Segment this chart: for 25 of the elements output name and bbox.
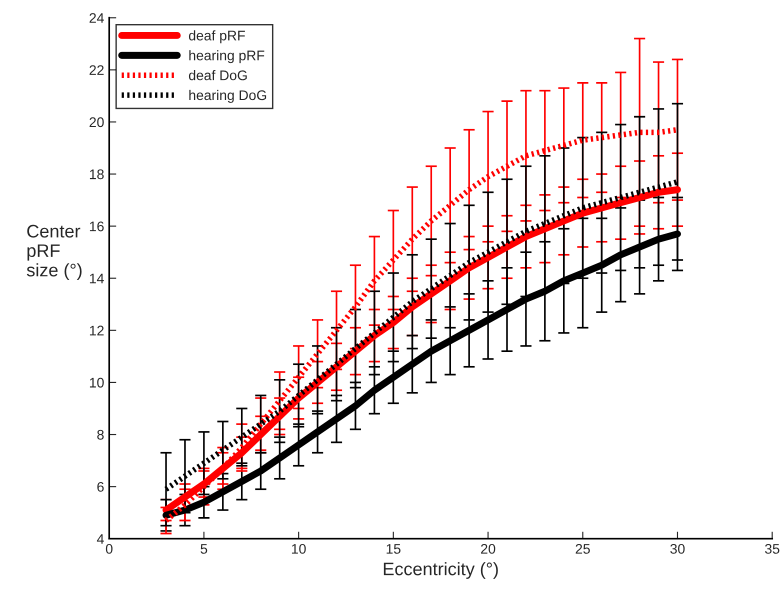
x-tick-label: 10 (292, 544, 306, 554)
x-tick-label: 15 (386, 544, 400, 554)
x-tick-label: 25 (576, 544, 590, 554)
x-tick-label: 30 (670, 544, 685, 554)
x-tick-label: 35 (765, 544, 780, 554)
y-tick-label: 10 (90, 378, 104, 388)
x-tick-label: 0 (106, 544, 113, 554)
y-tick-label: 12 (90, 326, 104, 336)
legend-label: hearing DoG (189, 90, 266, 103)
legend-label: deaf DoG (188, 70, 247, 80)
x-tick-label: 20 (481, 544, 496, 554)
y-tick-label: 22 (90, 65, 104, 75)
y-tick-label: 4 (96, 534, 104, 544)
y-tick-label: 20 (90, 117, 104, 128)
y-tick-label: 6 (97, 482, 104, 492)
legend-label: deaf pRF (188, 30, 245, 44)
x-axis-title: Eccentricity (°) (384, 562, 498, 579)
y-tick-label: 8 (97, 430, 104, 440)
y-tick-label: 16 (90, 221, 104, 232)
y-tick-label: 14 (90, 274, 104, 284)
y-tick-label: 18 (90, 169, 104, 180)
y-axis-title: Center pRF size (°) (26, 224, 82, 280)
legend-label: hearing pRF (189, 50, 264, 64)
x-tick-label: 5 (200, 544, 208, 554)
y-tick-label: 24 (90, 13, 104, 23)
